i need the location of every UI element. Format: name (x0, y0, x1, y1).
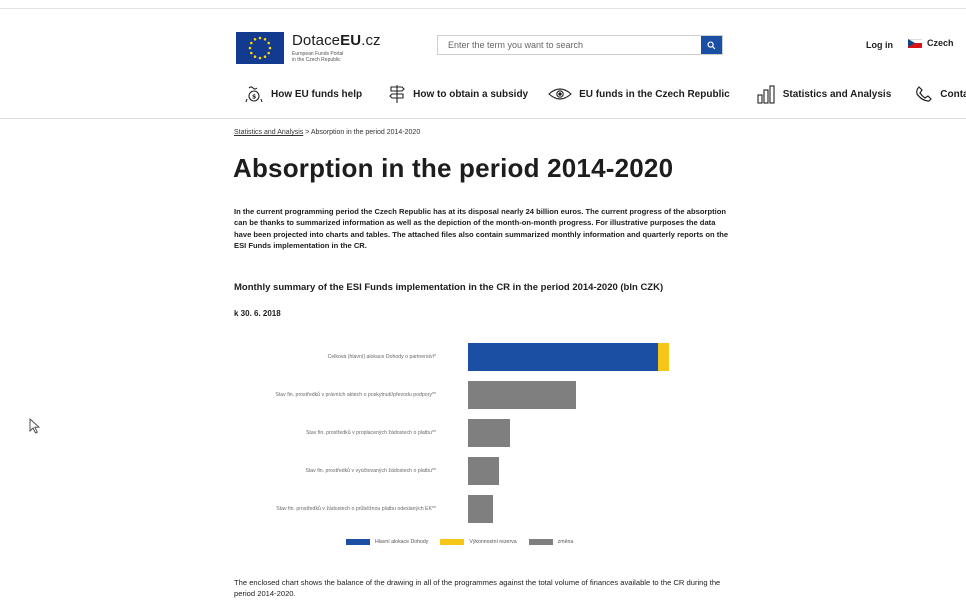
eu-flag-icon (236, 32, 284, 64)
legend-item: Hlavní alokace Dohody (346, 539, 428, 545)
bar-segment (468, 381, 577, 409)
nav-item-how-to-obtain-subsidy[interactable]: How to obtain a subsidy (388, 84, 528, 104)
mouse-cursor-icon (29, 418, 41, 434)
nav-item-how-eu-funds-help[interactable]: $ How EU funds help (244, 84, 362, 104)
nav-label: EU funds in the Czech Republic (579, 88, 730, 100)
breadcrumb-link-statistics[interactable]: Statistics and Analysis (234, 129, 304, 136)
category-label: Stav fin. prostředků v vyúčtovaných žádo… (305, 468, 436, 474)
legend-item: změna (528, 539, 574, 545)
top-border (0, 8, 966, 9)
login-link[interactable]: Log in (866, 40, 893, 50)
language-switch[interactable]: Czech (908, 38, 954, 48)
category-label: Stav fin. prostředků v právních aktech o… (275, 392, 436, 398)
site-logo[interactable]: DotaceEU.cz European Funds Portal in the… (236, 32, 381, 64)
legend-swatch (440, 539, 465, 545)
chart-description: The enclosed chart shows the balance of … (234, 578, 721, 599)
nav-item-statistics-analysis[interactable]: Statistics and Analysis (756, 84, 892, 104)
category-label: Stav fin. prostředků v proplacených žádo… (305, 430, 436, 436)
search-input[interactable] (438, 36, 701, 54)
nav-label: Contacts (940, 88, 966, 100)
main-nav: $ How EU funds help How to obtain a subs… (244, 84, 966, 104)
logo-title: DotaceEU.cz (292, 32, 381, 49)
nav-item-eu-funds-in-cr[interactable]: EU funds in the Czech Republic (548, 85, 730, 103)
bar-segment (468, 495, 493, 523)
as-of-date: k 30. 6. 2018 (234, 309, 281, 318)
svg-text:$: $ (252, 94, 256, 101)
intro-paragraph: In the current programming period the Cz… (234, 207, 729, 250)
category-label: Stav fin. prostředků v žádostech o průbě… (276, 506, 436, 512)
nav-item-contacts[interactable]: Contacts (915, 85, 966, 103)
logo-text: DotaceEU.cz European Funds Portal in the… (292, 33, 381, 63)
breadcrumb: Statistics and Analysis > Absorption in … (234, 129, 420, 136)
nav-label: Statistics and Analysis (782, 88, 892, 100)
search-icon (707, 40, 716, 49)
category-label: Celková (hlavní) alokace Dohody o partne… (327, 354, 436, 360)
legend-label: změna (557, 539, 574, 545)
signpost-icon (389, 85, 405, 103)
eye-icon (548, 88, 572, 100)
logo-subtitle: European Funds Portal in the Czech Repub… (292, 51, 344, 63)
czech-flag-icon (908, 38, 922, 48)
legend-label: Výkonnostní rezerva (469, 539, 517, 545)
search-button[interactable] (701, 36, 722, 54)
implementation-bar-chart: Hlavní alokace Dohody Výkonnostní rezerv… (234, 333, 714, 563)
legend-label: Hlavní alokace Dohody (375, 539, 429, 545)
nav-label: How EU funds help (271, 88, 363, 100)
bar-segment (468, 343, 658, 371)
legend-swatch (528, 539, 553, 545)
language-label: Czech (927, 38, 954, 48)
section-title: Monthly summary of the ESI Funds impleme… (234, 282, 664, 293)
nav-label: How to obtain a subsidy (413, 88, 529, 100)
bar-segment (468, 457, 500, 485)
chart-legend: Hlavní alokace Dohody Výkonnostní rezerv… (346, 539, 585, 545)
header-divider (0, 118, 966, 119)
breadcrumb-current: Absorption in the period 2014-2020 (310, 129, 421, 136)
funds-help-icon: $ (245, 86, 263, 103)
bar-segment (657, 343, 670, 371)
search-box (437, 35, 723, 55)
phone-icon (916, 86, 933, 102)
bar-segment (468, 419, 510, 447)
bar-chart-icon (757, 85, 775, 104)
legend-swatch (346, 539, 370, 545)
page-title: Absorption in the period 2014-2020 (233, 153, 674, 183)
legend-item: Výkonnostní rezerva (440, 539, 517, 545)
breadcrumb-separator: > (303, 129, 311, 136)
